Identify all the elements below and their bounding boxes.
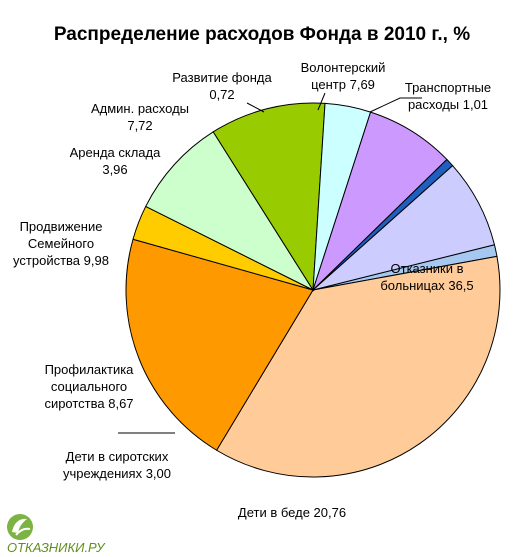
logo-text: ОТКАЗНИКИ.РУ [7, 540, 106, 555]
slice-label-line: Дети в сиротских [66, 449, 169, 464]
slice-label-6: Аренда склада 3,96 [70, 145, 161, 177]
slice-label-line: Развитие фонда [172, 70, 272, 85]
slice-label-line: Профилактика [45, 362, 135, 377]
slice-label-line: Продвижение [20, 219, 103, 234]
slice-label-line: 3,96 [102, 162, 127, 177]
pie-slice-4 [145, 131, 315, 292]
pie-slices [125, 102, 501, 478]
slice-label-line: Семейного [28, 236, 94, 251]
slice-label-line: 7,72 [127, 118, 152, 133]
site-logo[interactable]: ОТКАЗНИКИ.РУ [7, 514, 106, 555]
slice-label-5: Продвижение Семейного устройства 9,98 [13, 219, 109, 268]
slice-label-line: Транспортные [405, 80, 491, 95]
leader-line-9 [317, 92, 326, 111]
slice-label-3: Дети в сиротских учреждениях 3,00 [63, 449, 171, 481]
slice-label-line: Аренда склада [70, 145, 161, 160]
leader-line-8 [246, 102, 265, 113]
pie-slice-9 [312, 164, 496, 291]
slice-label-9: Волонтерский центр 7,69 [301, 60, 386, 92]
slice-label-line: больницах 36,5 [380, 278, 473, 293]
leader-line-0 [369, 97, 422, 113]
slice-label-line: Отказники в [391, 261, 464, 276]
slice-label-line: расходы 1,01 [408, 97, 488, 112]
hands-logo-icon [7, 514, 33, 540]
leader-lines [118, 92, 422, 434]
slice-labels: Транспортные расходы 1,01 Отказники в больн… [13, 60, 491, 520]
slice-label-8: Развитие фонда 0,72 [172, 70, 272, 102]
slice-label-line: сиротства 8,67 [44, 396, 133, 411]
slice-label-line: социального [51, 379, 127, 394]
slice-label-line: центр 7,69 [311, 77, 375, 92]
pie-slice-1 [215, 255, 501, 478]
slice-label-line: устройства 9,98 [13, 253, 109, 268]
slice-label-line: 0,72 [209, 87, 234, 102]
chart-title: Распределение расходов Фонда в 2010 г., … [54, 24, 470, 45]
slice-label-4: Профилактика социального сиротства 8,67 [44, 362, 134, 411]
pie-slice-2 [125, 238, 314, 451]
slice-label-line: учреждениях 3,00 [63, 466, 171, 481]
slice-label-2: Дети в беде 20,76 [238, 505, 346, 520]
slice-label-7: Админ. расходы 7,72 [91, 101, 189, 133]
slice-label-line: Дети в беде 20,76 [238, 505, 346, 520]
slice-label-0: Транспортные расходы 1,01 [405, 80, 491, 112]
slice-label-line: Волонтерский [301, 60, 386, 75]
slice-label-1: Отказники в больницах 36,5 [380, 261, 473, 293]
slice-label-line: Админ. расходы [91, 101, 189, 116]
pie-slice-5 [212, 102, 326, 292]
